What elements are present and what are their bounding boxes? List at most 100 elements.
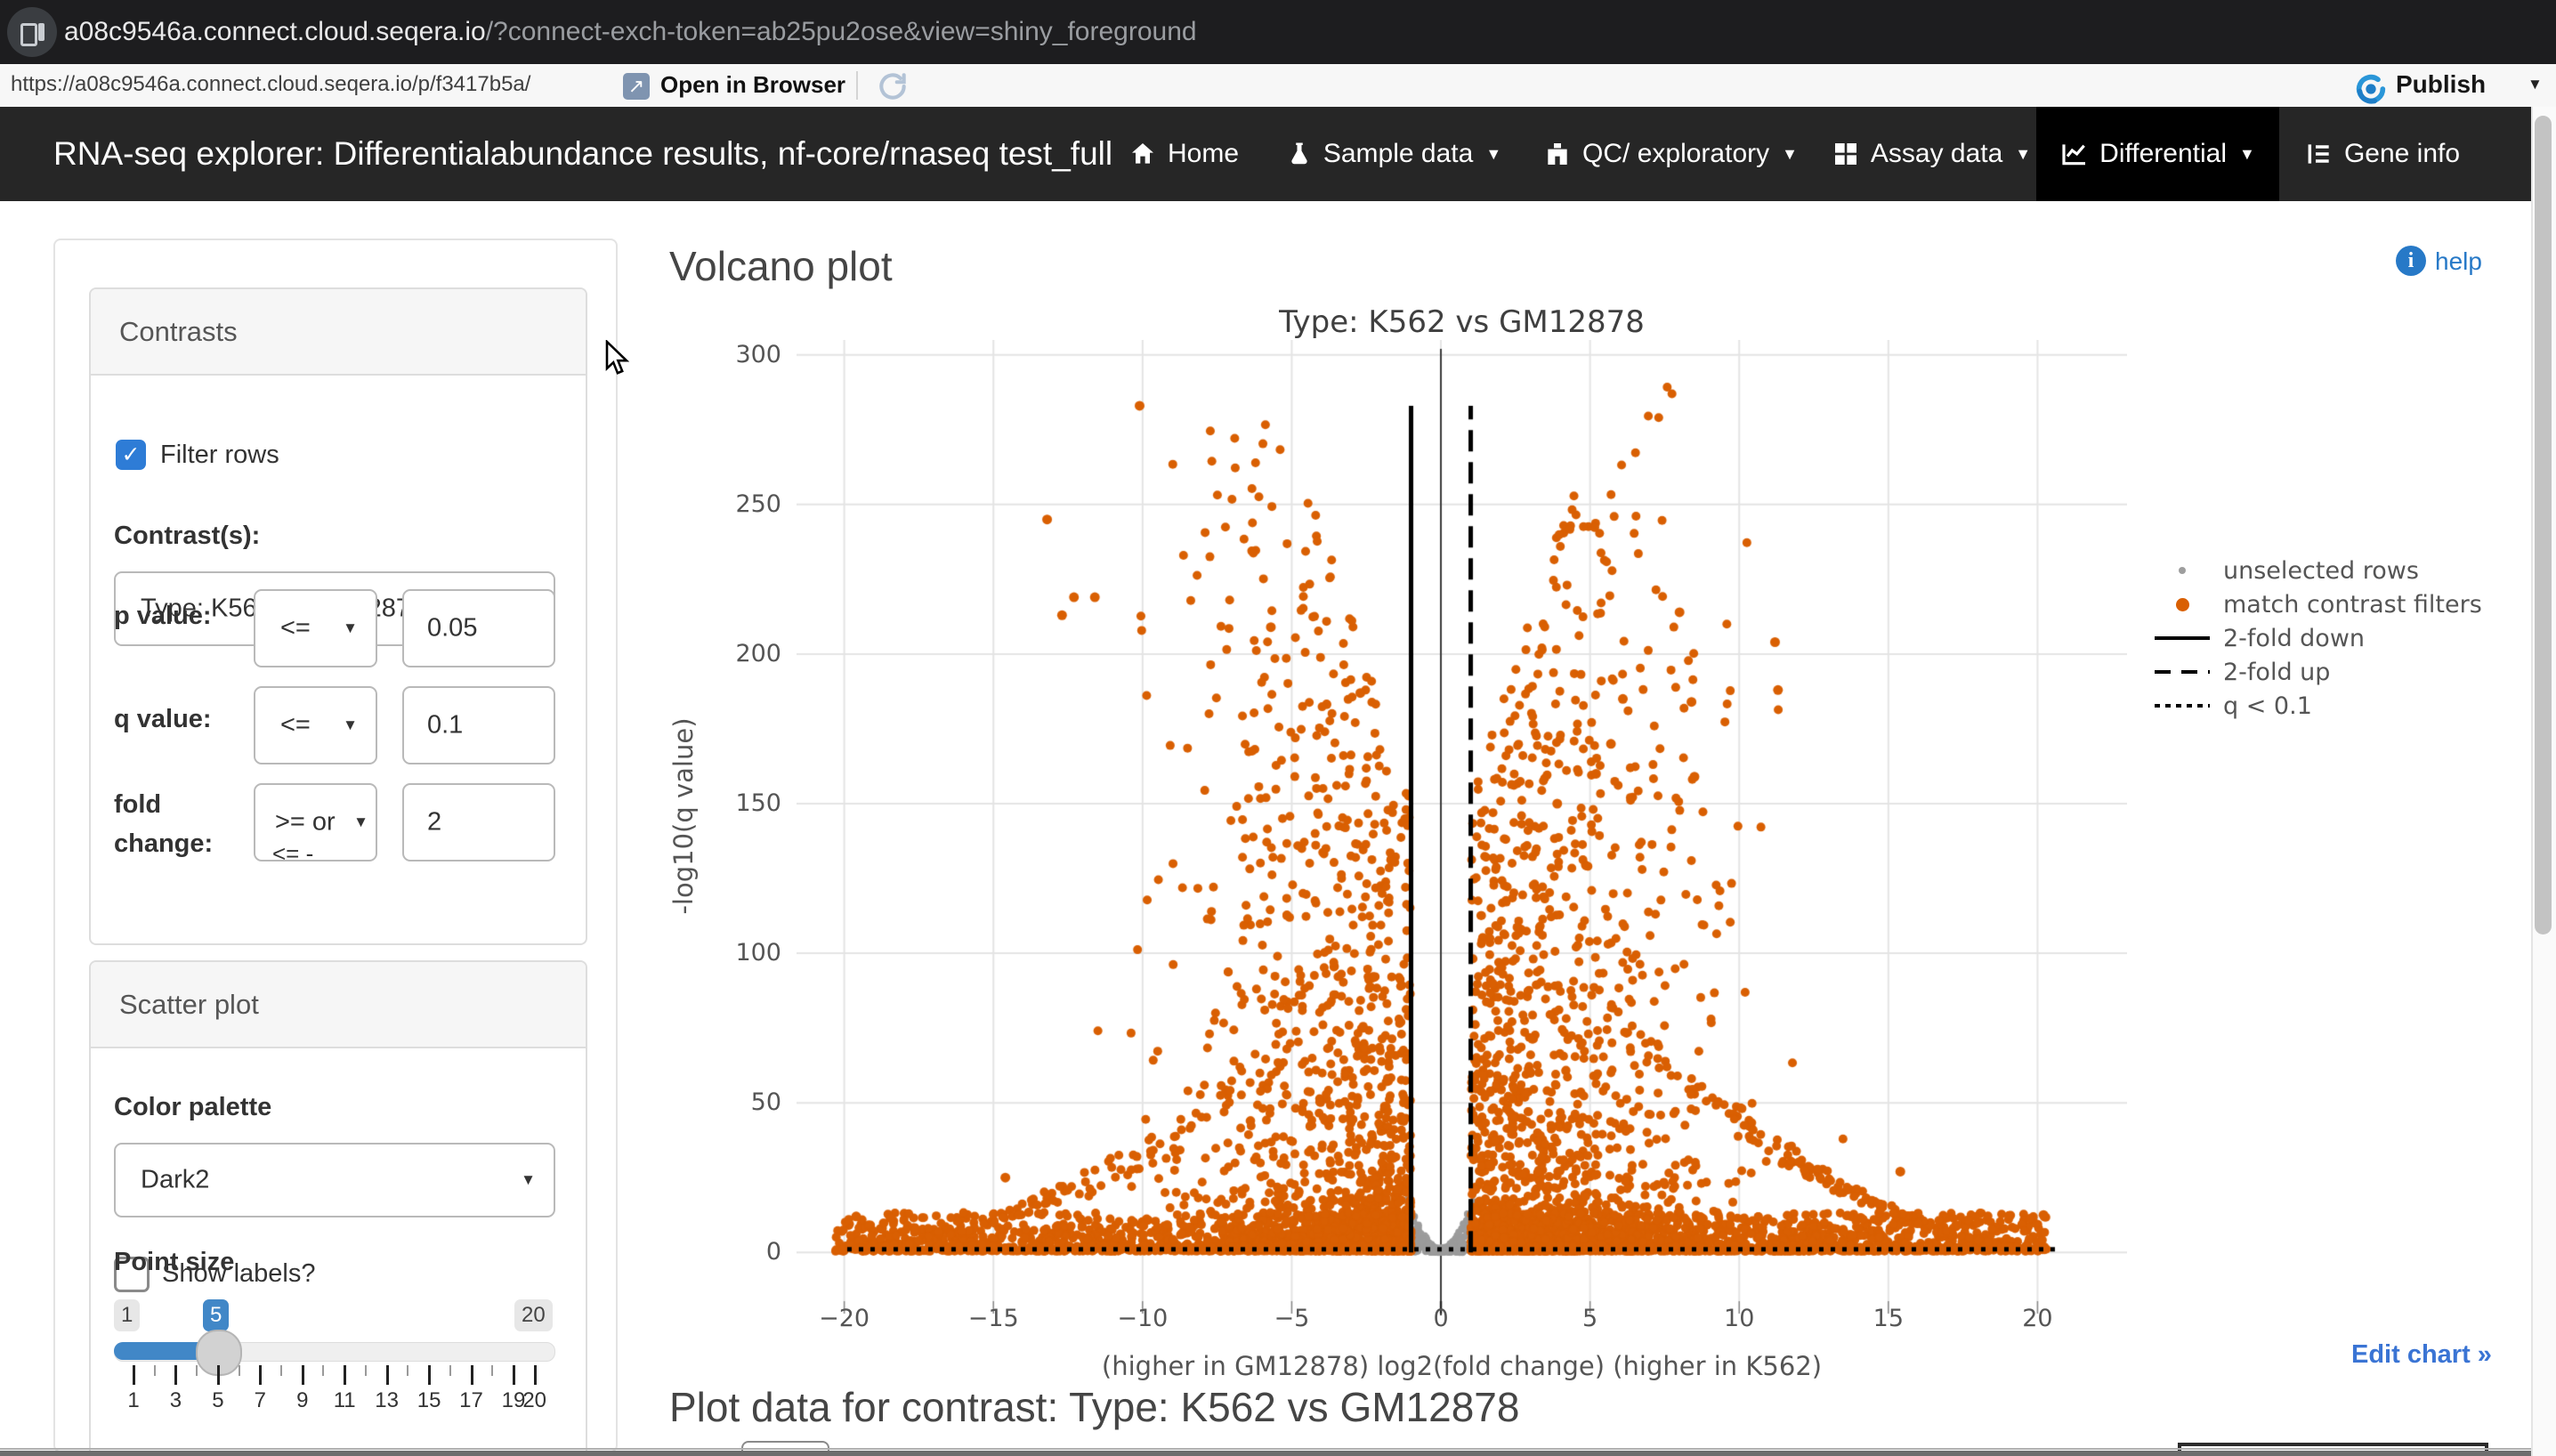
address-host: a08c9546a.connect.cloud.seqera.io [64,17,486,46]
slider-tick-label: 13 [375,1388,399,1412]
y-tick-label: 150 [735,789,781,817]
slider-tick-label: 19 [501,1388,526,1412]
slider-tick [428,1365,432,1385]
x-tick-label: 15 [1873,1305,1904,1332]
slider-tick [385,1365,389,1385]
fold-change-label-line2: change: [114,829,214,858]
q-value-op-select[interactable]: <= ▼ [254,686,377,764]
fold-change-label-line1: fold [114,790,162,819]
address-bar[interactable]: a08c9546a.connect.cloud.seqera.io/?conne… [64,0,1197,64]
browser-chrome-bar: a08c9546a.connect.cloud.seqera.io/?conne… [0,0,2556,64]
slider-tick [512,1365,515,1385]
color-palette-value: Dark2 [141,1165,210,1194]
volcano-plot-canvas[interactable] [797,340,2127,1335]
scatter-panel-title: Scatter plot [91,962,586,1048]
nav-label: QC/ exploratory [1582,139,1770,168]
x-tick-label: 10 [1724,1305,1755,1332]
q-value-input[interactable]: 0.1 [402,686,555,764]
fold-change: 2 [427,807,442,837]
chart-line-icon [2060,140,2089,168]
color-palette-label: Color palette [114,1093,272,1121]
open-in-browser-button[interactable]: Open in Browser [660,71,846,98]
nav-item-qc-exploratory[interactable]: QC/ exploratory ▼ [1524,107,1817,201]
contrast-select-label: Contrast(s): [114,522,261,550]
chevron-down-icon: ▼ [343,619,358,636]
help-link[interactable]: help [2435,247,2482,275]
plot-legend: unselected rows match contrast filters 2… [2154,554,2482,723]
point-size-slider-fill [114,1342,217,1360]
nav-item-sample-data[interactable]: Sample data ▼ [1274,107,1513,201]
page-url: https://a08c9546a.connect.cloud.seqera.i… [11,72,531,96]
edit-chart-link[interactable]: Edit chart » [2351,1340,2492,1369]
y-tick-label: 100 [735,939,781,967]
slider-tick [259,1365,263,1385]
tab-search-icon[interactable] [7,7,57,57]
slider-tick [322,1365,325,1376]
filter-rows-checkbox[interactable]: ✓ [116,440,146,470]
legend-item-match: match contrast filters [2154,587,2482,621]
color-palette-select[interactable]: Dark2 ▼ [114,1143,555,1217]
y-tick-label: 250 [735,489,781,518]
filter-rows-label: Filter rows [160,441,279,469]
table-section-heading: Plot data for contrast: Type: K562 vs GM… [669,1384,1520,1430]
external-link-icon: ↗ [623,73,650,100]
fold-change-input[interactable]: 2 [402,783,555,861]
nav-item-gene-info[interactable]: Gene info [2289,107,2476,201]
solid-line-icon [2154,636,2211,640]
legend-label: unselected rows [2223,556,2419,585]
page-length-select-partial[interactable] [741,1441,829,1453]
slider-tick [449,1365,451,1376]
slider-tick-label: 15 [417,1388,441,1412]
publish-caret-icon[interactable]: ▼ [2528,76,2543,93]
slider-tick [174,1365,178,1385]
list-icon [2305,140,2334,168]
binoculars-icon [1543,140,1572,168]
slider-tick [470,1365,473,1385]
slider-tick-label: 5 [212,1388,224,1412]
fold-change-op-overflow: <= - [272,840,314,867]
slider-tick [238,1365,240,1376]
home-icon [1128,140,1157,168]
publish-button[interactable]: Publish [2396,70,2487,98]
y-tick-label: 300 [735,340,781,368]
info-icon[interactable]: i [2396,246,2426,276]
nav-item-home[interactable]: Home [1117,107,1250,201]
nav-item-assay-data[interactable]: Assay data ▼ [1826,107,2036,201]
slider-tick [196,1365,198,1376]
nav-label: Sample data [1322,139,1474,168]
nav-item-differential[interactable]: Differential ▼ [2036,107,2279,201]
x-tick-label: 20 [2022,1305,2053,1332]
nav-label: Home [1167,139,1240,168]
contrasts-panel-title: Contrasts [91,289,586,376]
dotted-line-icon [2154,704,2211,708]
reload-icon[interactable] [876,69,910,108]
x-tick-label: 0 [1433,1305,1449,1332]
fold-change-op-select[interactable]: >= or ▼ [254,783,377,861]
show-labels-label: Show labels? [162,1259,316,1288]
nav-label: Gene info [2343,139,2461,168]
scrollbar-thumb[interactable] [2535,116,2552,934]
slider-tick [153,1365,156,1376]
flask-icon [1286,140,1313,168]
slider-tick-label: 3 [169,1388,182,1412]
p-value-op-select[interactable]: <= ▼ [254,589,377,667]
show-labels-checkbox[interactable] [114,1257,150,1292]
toolbar-divider [856,71,858,100]
p-value-input[interactable]: 0.05 [402,589,555,667]
x-tick-label: −10 [1117,1305,1169,1332]
x-tick-label: −15 [967,1305,1019,1332]
fold-change-op: >= or [275,807,336,837]
x-tick-label: 5 [1582,1305,1598,1332]
address-query: /?connect-exch-token=ab25pu2ose&view=shi… [485,17,1197,46]
chevron-down-icon: ▼ [1782,144,1798,163]
q-value-label: q value: [114,705,212,733]
bottom-divider [0,1448,2556,1450]
legend-item-unselected: unselected rows [2154,554,2482,587]
slider-tick [364,1365,367,1376]
legend-item-q-threshold: q < 0.1 [2154,689,2482,723]
slider-tick-label: 11 [333,1388,356,1412]
slider-max-badge: 20 [514,1299,553,1331]
legend-item-fold-down: 2-fold down [2154,621,2482,655]
slider-tick [216,1365,220,1385]
p-value-label: p value: [114,602,212,630]
